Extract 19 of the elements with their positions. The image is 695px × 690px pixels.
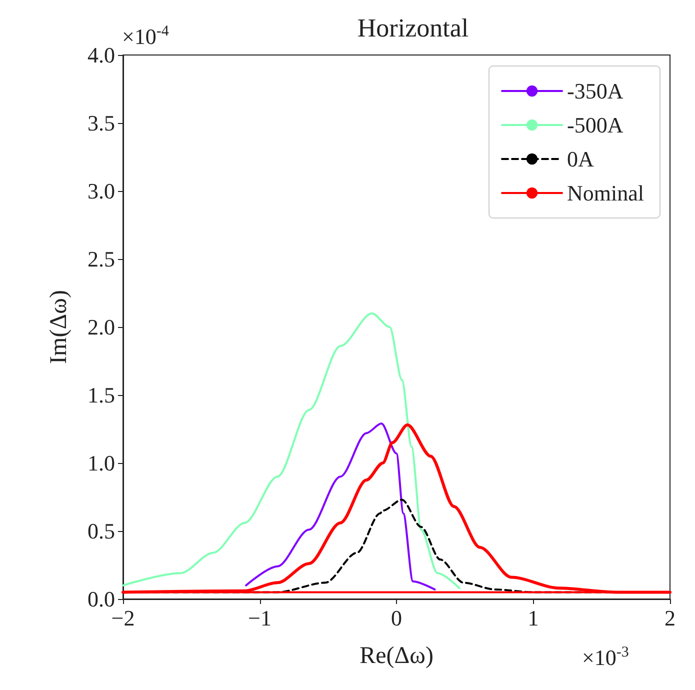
- y-axis-title: Im(Δω): [46, 290, 72, 364]
- legend-label: -350A: [567, 78, 624, 104]
- x-tick-label: 2: [664, 606, 676, 630]
- y-tick-label: 2.0: [88, 314, 115, 340]
- legend-label: Nominal: [567, 180, 644, 206]
- y-tick-label: 3.0: [88, 178, 115, 204]
- y-tick-label: 2.5: [88, 246, 115, 272]
- x-tick-label: 0: [391, 606, 402, 630]
- y-tick-label: 3.5: [88, 110, 115, 136]
- legend-label: -500A: [567, 112, 624, 138]
- y-tick-label: 0.5: [88, 518, 115, 544]
- y-tick-label: 4.0: [88, 42, 115, 68]
- y-tick-label: 1.0: [88, 450, 115, 476]
- x-tick-label: −1: [248, 606, 272, 630]
- chart-title: Horizontal: [357, 14, 469, 42]
- y-tick-label: 1.5: [88, 382, 115, 408]
- legend-label: 0A: [567, 146, 594, 172]
- x-axis-title: Re(Δω): [360, 643, 434, 669]
- x-tick-label: 1: [528, 606, 539, 630]
